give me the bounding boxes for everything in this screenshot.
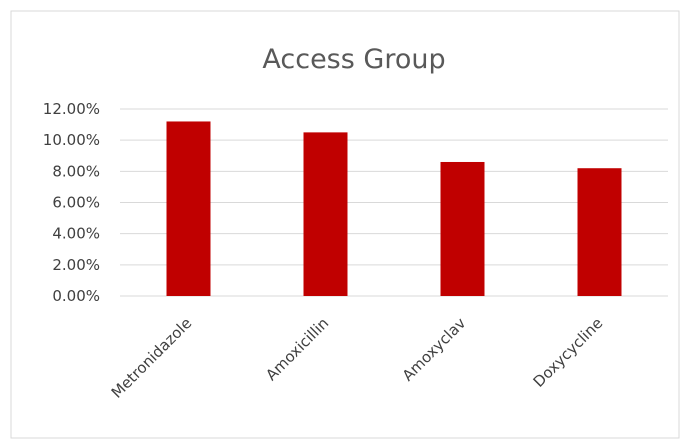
y-tick-label: 4.00% (52, 225, 100, 243)
y-tick-label: 8.00% (52, 162, 100, 180)
y-tick-label: 10.00% (43, 131, 100, 149)
y-tick-label: 0.00% (52, 287, 100, 305)
bar-amoxyclav (441, 162, 485, 296)
bar-metronidazole (167, 121, 211, 296)
y-tick-label: 6.00% (52, 194, 100, 212)
chart-title: Access Group (262, 44, 445, 75)
bar-doxycycline (578, 168, 622, 296)
bar-amoxicillin (304, 132, 348, 296)
y-tick-label: 12.00% (43, 100, 100, 118)
y-tick-label: 2.00% (52, 256, 100, 274)
